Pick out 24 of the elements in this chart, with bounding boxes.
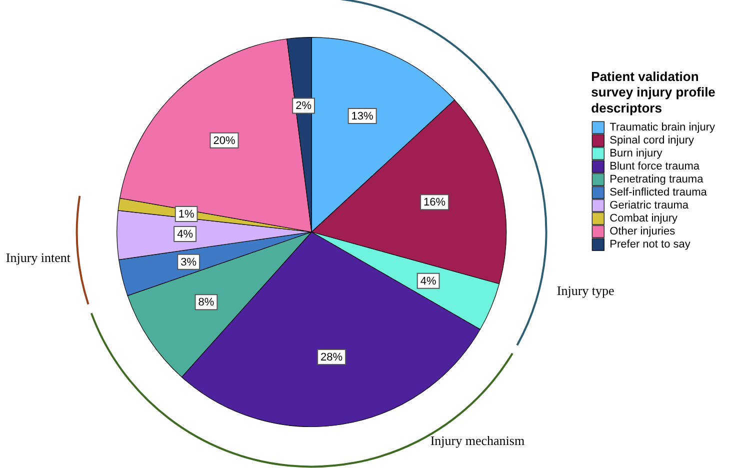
legend-label: Spinal cord injury: [610, 134, 695, 147]
legend-label: Self-inflicted trauma: [610, 186, 708, 199]
legend-label: Penetrating trauma: [610, 174, 704, 186]
legend-label: Prefer not to say: [610, 238, 691, 251]
legend-title: Patient validation survey injury profile descriptors: [591, 69, 716, 116]
data-label: 1%: [178, 208, 194, 221]
data-label: 4%: [177, 228, 194, 241]
data-label: 28%: [320, 351, 343, 364]
data-label: 2%: [296, 100, 312, 112]
data-label: 3%: [180, 256, 197, 268]
legend-label: Blunt force trauma: [610, 160, 700, 173]
legend-label: Other injuries: [610, 226, 676, 238]
legend-label: Traumatic brain injury: [610, 122, 716, 134]
data-label: 13%: [351, 110, 374, 123]
data-label: 8%: [198, 296, 214, 309]
data-label: 16%: [424, 196, 446, 209]
legend-label: Combat injury: [610, 212, 678, 225]
text: Injury type: [556, 282, 614, 299]
text: Injury mechanism: [430, 432, 525, 449]
data-label: 4%: [420, 275, 436, 288]
text: Injury intent: [6, 250, 71, 266]
legend-label: Burn injury: [610, 148, 663, 160]
data-label: 20%: [213, 134, 236, 147]
legend-label: Geriatric trauma: [610, 200, 690, 212]
